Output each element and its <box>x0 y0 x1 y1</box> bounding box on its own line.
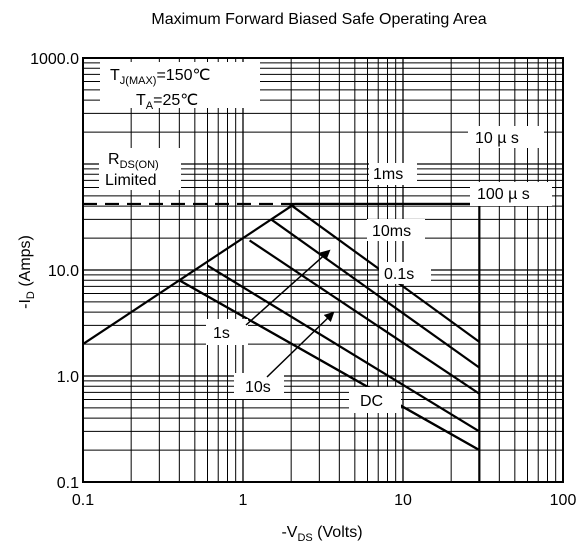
series-line <box>82 203 296 346</box>
l100us-label: 100 µ s <box>477 186 530 203</box>
rds-sub: DS(ON) <box>120 159 159 171</box>
y-axis-label-suffix: (Amps) <box>17 235 34 291</box>
y-tick-label: 0.1 <box>57 475 79 492</box>
ta-main: T <box>136 92 146 109</box>
y-axis-label-sub: D <box>25 291 37 299</box>
chart-title: Maximum Forward Biased Safe Operating Ar… <box>151 11 486 28</box>
tj-rest: =150℃ <box>156 67 210 84</box>
series-lines <box>82 202 481 482</box>
x-tick-label: 1 <box>239 492 248 509</box>
arrow-1s <box>245 249 331 326</box>
series-line <box>206 264 480 433</box>
l01s-box <box>379 262 431 284</box>
series-line <box>178 279 480 452</box>
l1s-box <box>206 319 248 345</box>
l1ms-box <box>369 163 417 185</box>
y-tick-label: 10.0 <box>48 263 79 280</box>
ta-rest: =25℃ <box>153 92 198 109</box>
dc-label: DC <box>360 393 383 410</box>
dc-box <box>349 387 401 413</box>
tick-labels: 0.1 1 10 100 0.1 1.0 10.0 1000.0 <box>30 51 576 509</box>
l10us-label: 10 µ s <box>475 130 519 147</box>
l1ms-label: 1ms <box>373 166 403 183</box>
ta-label: TA=25℃ <box>136 92 198 112</box>
series-line <box>249 239 480 395</box>
y-tick-label: 1000.0 <box>30 51 79 68</box>
tj-main: T <box>110 67 120 84</box>
x-tick-label: 10 <box>394 492 412 509</box>
rds-box <box>99 148 181 190</box>
x-axis-label-sub: DS <box>297 532 312 544</box>
x-axis-label: -VDS (Volts) <box>281 524 362 544</box>
rds-main: R <box>108 151 120 168</box>
l10us-box <box>468 126 544 148</box>
x-axis-label-suffix: (Volts) <box>313 524 363 541</box>
tj-label: TJ(MAX)=150℃ <box>110 67 210 87</box>
l1s-label: 1s <box>213 325 230 342</box>
arrow-10s <box>266 311 335 378</box>
y-axis-label: -ID (Amps) <box>17 235 37 309</box>
l10ms-box <box>367 219 425 241</box>
rds-label: RDS(ON) <box>108 151 159 171</box>
series-line <box>270 218 480 369</box>
annotations: TJ(MAX)=150℃ TA=25℃ RDS(ON) Limited 10 µ… <box>99 62 552 413</box>
l10s-label: 10s <box>245 379 271 396</box>
limited-label: Limited <box>105 172 157 189</box>
x-tick-label: 0.1 <box>72 492 94 509</box>
x-axis-label-main: -V <box>281 524 297 541</box>
tj-sub: J(MAX) <box>120 75 157 87</box>
l10s-box <box>234 373 284 399</box>
l10ms-label: 10ms <box>372 223 411 240</box>
l01s-label: 0.1s <box>384 266 414 283</box>
l100us-box <box>470 182 552 206</box>
plot-frame <box>82 57 564 483</box>
ta-sub: A <box>146 100 154 112</box>
y-tick-label: 1.0 <box>57 369 79 386</box>
tj-box <box>100 62 260 108</box>
x-tick-label: 100 <box>550 492 577 509</box>
y-axis-label-main: -I <box>17 299 34 309</box>
